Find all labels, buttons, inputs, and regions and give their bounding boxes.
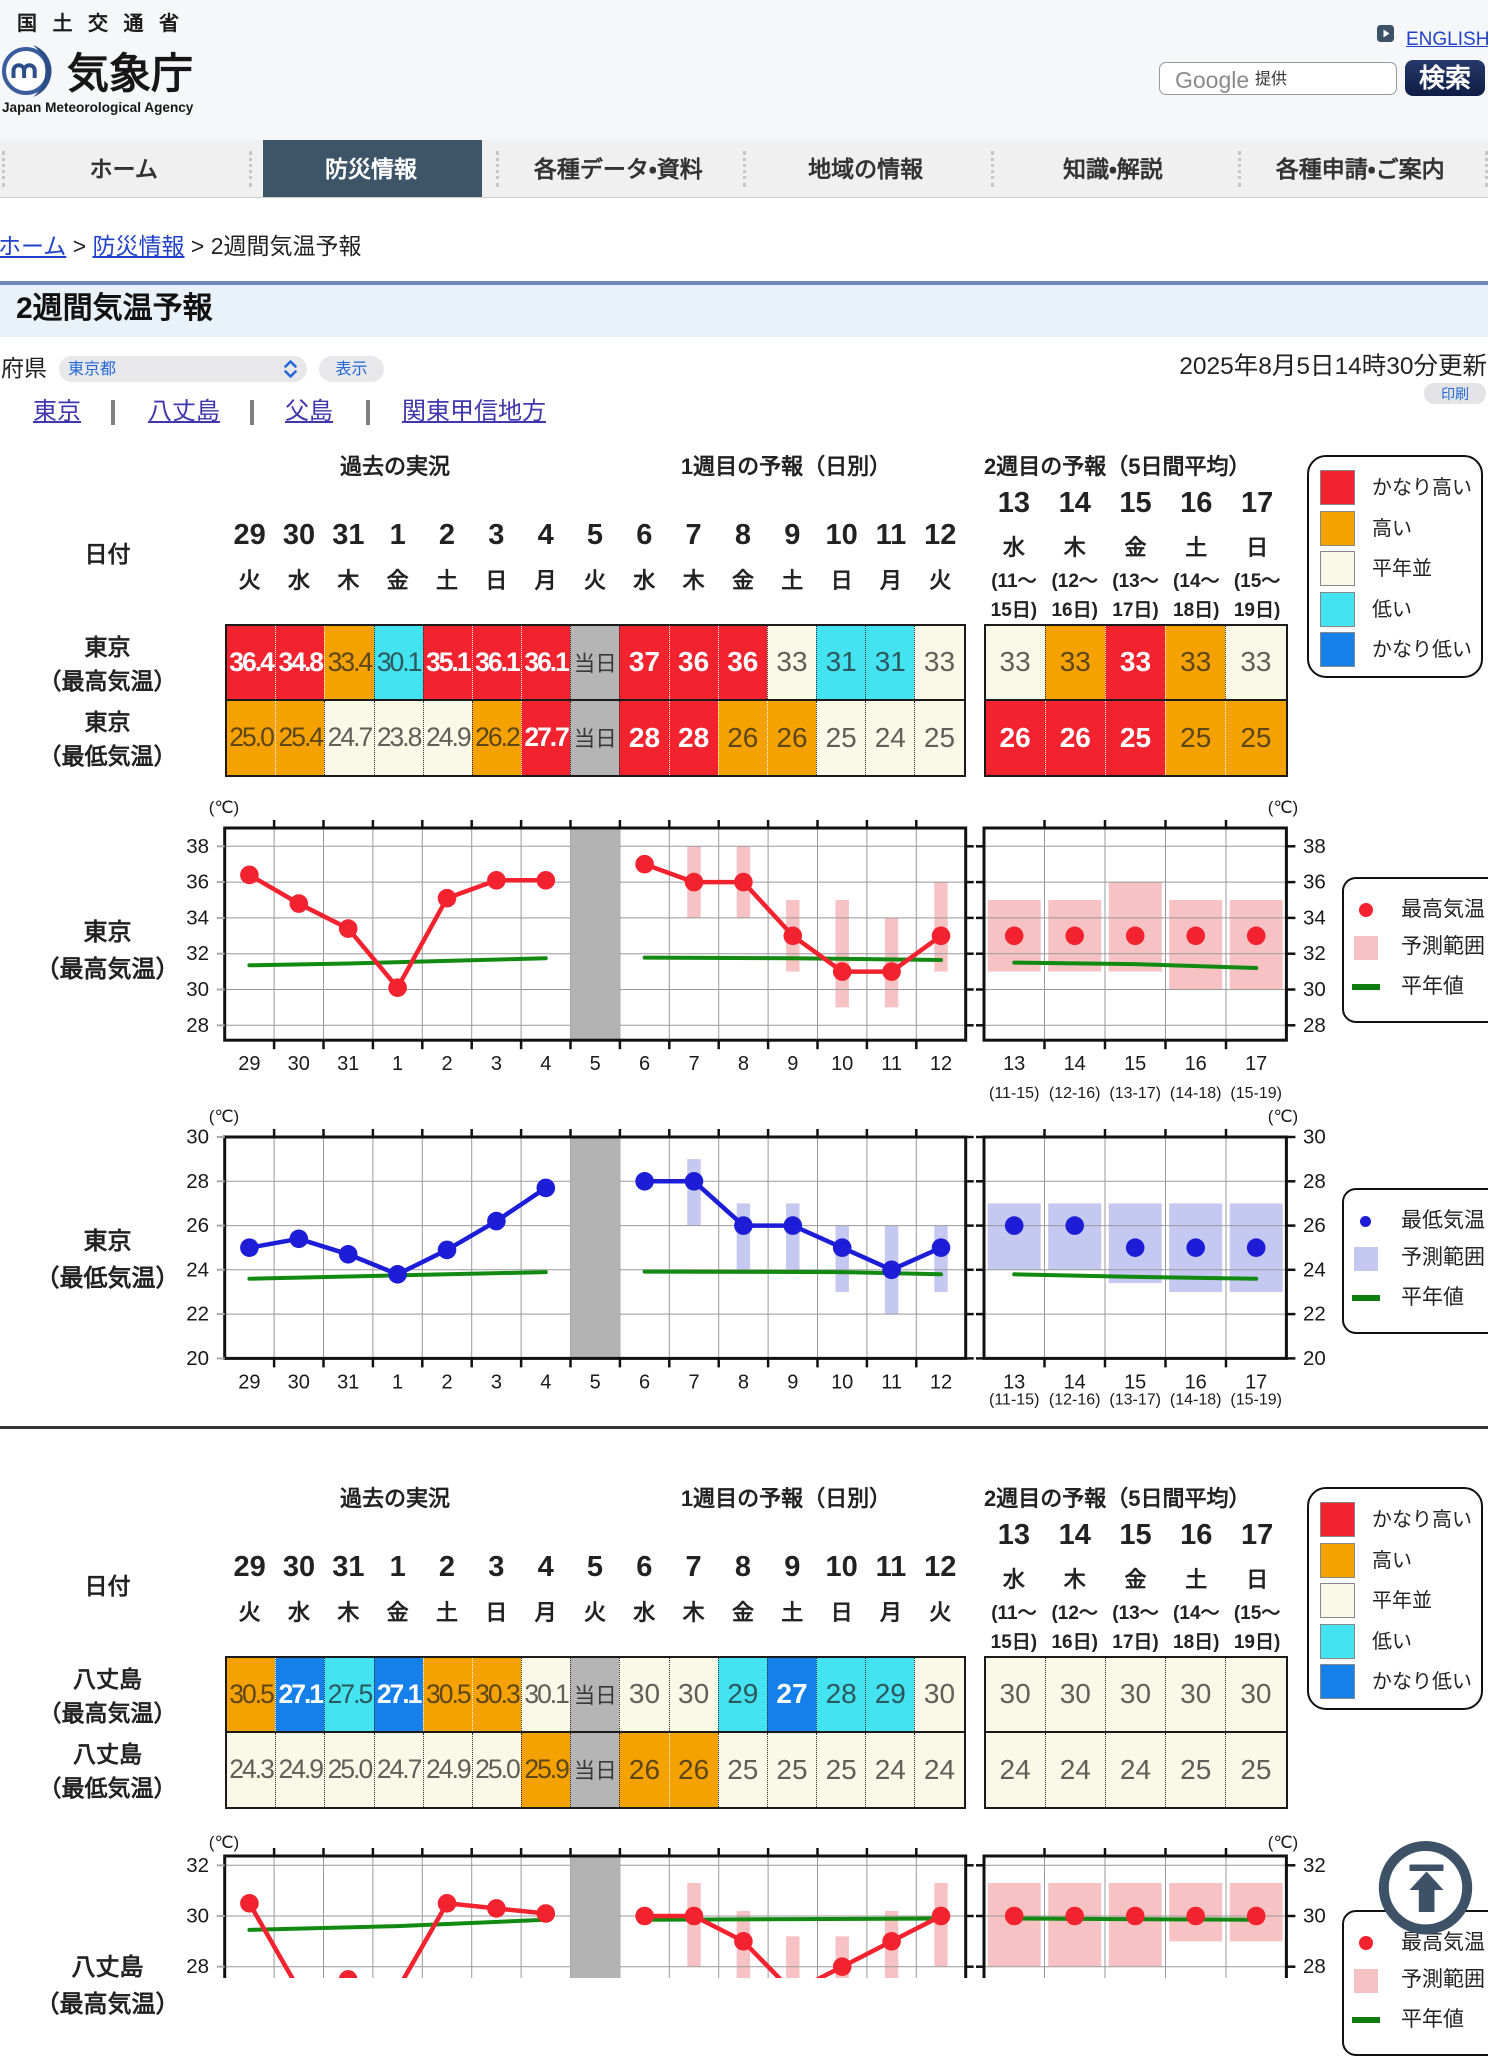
svg-text:(14-18): (14-18) xyxy=(1170,1085,1222,1102)
svg-text:15: 15 xyxy=(1124,1371,1146,1393)
svg-text:30: 30 xyxy=(186,978,209,1001)
svg-text:22: 22 xyxy=(1303,1303,1326,1326)
svg-text:34: 34 xyxy=(1303,906,1326,929)
svg-text:30: 30 xyxy=(1303,1126,1326,1149)
svg-text:8: 8 xyxy=(738,1371,749,1393)
svg-text:26: 26 xyxy=(1303,1214,1326,1237)
svg-text:(11-15): (11-15) xyxy=(989,1085,1039,1102)
svg-text:32: 32 xyxy=(186,1854,209,1877)
svg-text:28: 28 xyxy=(1303,1955,1326,1978)
svg-text:5: 5 xyxy=(590,1371,601,1393)
svg-text:15: 15 xyxy=(1124,1053,1146,1075)
svg-text:29: 29 xyxy=(238,1371,260,1393)
svg-text:28: 28 xyxy=(186,1170,209,1193)
svg-text:30: 30 xyxy=(1303,978,1326,1001)
svg-text:24: 24 xyxy=(186,1258,209,1281)
svg-text:11: 11 xyxy=(881,1053,902,1075)
svg-text:6: 6 xyxy=(639,1371,650,1393)
svg-text:3: 3 xyxy=(491,1371,502,1393)
svg-text:(15-19): (15-19) xyxy=(1230,1085,1282,1102)
svg-text:(℃): (℃) xyxy=(209,1835,239,1852)
svg-text:4: 4 xyxy=(540,1053,551,1075)
svg-text:(℃): (℃) xyxy=(1268,798,1298,817)
svg-text:(℃): (℃) xyxy=(209,798,239,817)
svg-text:7: 7 xyxy=(688,1053,699,1075)
svg-text:7: 7 xyxy=(688,1371,699,1393)
svg-text:(℃): (℃) xyxy=(209,1107,239,1126)
svg-text:3: 3 xyxy=(491,1053,502,1075)
svg-text:(11-15): (11-15) xyxy=(989,1391,1039,1408)
svg-text:30: 30 xyxy=(288,1053,310,1075)
svg-text:4: 4 xyxy=(540,1371,551,1393)
svg-text:26: 26 xyxy=(186,1214,209,1237)
svg-text:34: 34 xyxy=(186,906,209,929)
svg-text:13: 13 xyxy=(1003,1371,1025,1393)
svg-text:16: 16 xyxy=(1185,1053,1207,1075)
svg-text:31: 31 xyxy=(337,1053,359,1075)
svg-text:29: 29 xyxy=(238,1053,260,1075)
svg-text:(12-16): (12-16) xyxy=(1049,1391,1101,1408)
svg-text:12: 12 xyxy=(930,1371,952,1393)
svg-text:11: 11 xyxy=(881,1371,902,1393)
svg-text:38: 38 xyxy=(186,835,209,858)
svg-text:13: 13 xyxy=(1003,1053,1025,1075)
svg-text:36: 36 xyxy=(186,871,209,894)
svg-text:2: 2 xyxy=(441,1053,452,1075)
svg-text:2: 2 xyxy=(441,1371,452,1393)
svg-text:12: 12 xyxy=(930,1053,952,1075)
svg-text:30: 30 xyxy=(288,1371,310,1393)
svg-text:1: 1 xyxy=(392,1053,403,1075)
svg-text:(15-19): (15-19) xyxy=(1230,1391,1282,1408)
svg-text:22: 22 xyxy=(186,1303,209,1326)
svg-text:(12-16): (12-16) xyxy=(1049,1085,1101,1102)
svg-text:28: 28 xyxy=(1303,1170,1326,1193)
svg-text:8: 8 xyxy=(738,1053,749,1075)
svg-text:(13-17): (13-17) xyxy=(1109,1391,1161,1408)
svg-text:20: 20 xyxy=(186,1347,209,1370)
svg-text:14: 14 xyxy=(1064,1371,1086,1393)
svg-text:30: 30 xyxy=(1303,1905,1326,1928)
svg-text:1: 1 xyxy=(392,1371,403,1393)
svg-text:20: 20 xyxy=(1303,1347,1326,1370)
svg-text:28: 28 xyxy=(186,1955,209,1978)
svg-text:10: 10 xyxy=(831,1053,853,1075)
svg-text:10: 10 xyxy=(831,1371,853,1393)
svg-text:31: 31 xyxy=(337,1371,359,1393)
svg-text:32: 32 xyxy=(186,942,209,965)
svg-text:17: 17 xyxy=(1245,1371,1267,1393)
svg-text:16: 16 xyxy=(1185,1371,1207,1393)
svg-text:38: 38 xyxy=(1303,835,1326,858)
svg-text:14: 14 xyxy=(1064,1053,1086,1075)
svg-text:6: 6 xyxy=(639,1053,650,1075)
svg-text:32: 32 xyxy=(1303,1854,1326,1877)
svg-text:32: 32 xyxy=(1303,942,1326,965)
svg-text:24: 24 xyxy=(1303,1258,1326,1281)
svg-text:(℃): (℃) xyxy=(1268,1107,1298,1126)
svg-text:(℃): (℃) xyxy=(1268,1835,1298,1852)
svg-text:30: 30 xyxy=(186,1905,209,1928)
svg-text:(13-17): (13-17) xyxy=(1109,1085,1161,1102)
svg-text:30: 30 xyxy=(186,1126,209,1149)
svg-text:(14-18): (14-18) xyxy=(1170,1391,1222,1408)
svg-text:17: 17 xyxy=(1245,1053,1267,1075)
svg-text:36: 36 xyxy=(1303,871,1326,894)
svg-text:28: 28 xyxy=(186,1014,209,1037)
svg-text:9: 9 xyxy=(787,1371,798,1393)
svg-text:5: 5 xyxy=(590,1053,601,1075)
svg-text:9: 9 xyxy=(787,1053,798,1075)
svg-text:28: 28 xyxy=(1303,1014,1326,1037)
